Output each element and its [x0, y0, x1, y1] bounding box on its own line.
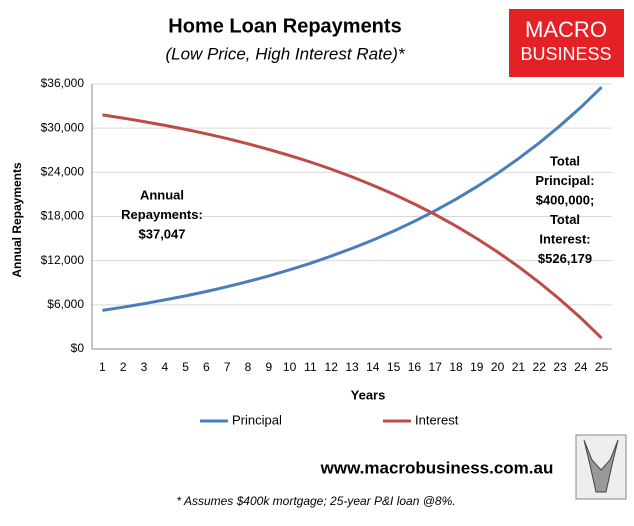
x-tick-label: 3	[141, 360, 148, 374]
annotation: Annual	[140, 187, 184, 202]
x-tick-label: 7	[224, 360, 231, 374]
x-tick-label: 10	[283, 360, 297, 374]
x-tick-label: 1	[99, 360, 106, 374]
series-line	[102, 113, 603, 340]
logo-text: BUSINESS	[520, 44, 611, 64]
x-tick-label: 8	[245, 360, 252, 374]
x-tick-label: 19	[470, 360, 484, 374]
x-tick-label: 15	[387, 360, 401, 374]
x-tick-label: 18	[449, 360, 463, 374]
x-tick-label: 22	[533, 360, 547, 374]
annotation: $526,179	[538, 251, 592, 266]
y-tick-label: $18,000	[41, 209, 85, 223]
x-tick-label: 23	[553, 360, 567, 374]
y-tick-label: $36,000	[41, 76, 85, 90]
annotation: Principal:	[535, 173, 594, 188]
x-tick-label: 6	[203, 360, 210, 374]
x-tick-label: 20	[491, 360, 505, 374]
x-tick-label: 5	[182, 360, 189, 374]
y-tick-label: $30,000	[41, 120, 85, 134]
x-tick-label: 25	[595, 360, 609, 374]
annotation: $400,000;	[536, 192, 595, 207]
x-tick-label: 17	[429, 360, 443, 374]
x-tick-label: 13	[345, 360, 359, 374]
annotation: Total	[550, 153, 580, 168]
x-tick-label: 9	[265, 360, 272, 374]
x-tick-label: 14	[366, 360, 380, 374]
x-tick-label: 12	[325, 360, 339, 374]
logo-text: MACRO	[525, 17, 607, 42]
annotation: Total	[550, 212, 580, 227]
series-line	[102, 86, 603, 312]
chart-subtitle: (Low Price, High Interest Rate)*	[165, 44, 405, 63]
website: www.macrobusiness.com.au	[320, 458, 554, 477]
x-tick-label: 11	[304, 360, 317, 374]
legend-label: Interest	[415, 412, 459, 427]
wolf-drawing	[583, 439, 619, 493]
chart-title: Home Loan Repayments	[168, 15, 401, 37]
y-tick-label: $12,000	[41, 253, 85, 267]
annotation: Repayments:	[121, 207, 203, 222]
x-tick-label: 4	[161, 360, 168, 374]
x-axis-label: Years	[351, 387, 386, 402]
legend-label: Principal	[232, 412, 282, 427]
annotation: Interest:	[539, 231, 590, 246]
y-axis-label: Annual Repayments	[10, 162, 24, 278]
logo-box	[509, 9, 624, 77]
x-tick-label: 2	[120, 360, 127, 374]
annotation: $37,047	[139, 226, 186, 241]
y-tick-label: $0	[71, 341, 85, 355]
y-tick-label: $6,000	[47, 297, 84, 311]
x-tick-label: 21	[512, 360, 526, 374]
footnote: * Assumes $400k mortgage; 25-year P&I lo…	[176, 494, 455, 508]
x-tick-label: 24	[574, 360, 588, 374]
x-tick-label: 16	[408, 360, 422, 374]
y-tick-label: $24,000	[41, 165, 85, 179]
